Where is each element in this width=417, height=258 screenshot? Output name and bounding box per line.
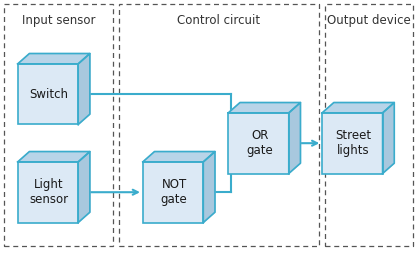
Text: Street
lights: Street lights [335,129,372,157]
Polygon shape [78,152,90,222]
Text: OR
gate: OR gate [246,129,273,157]
Text: Input sensor: Input sensor [22,14,95,27]
Polygon shape [289,102,300,173]
Polygon shape [78,53,90,124]
Polygon shape [143,152,215,162]
Text: Control circuit: Control circuit [177,14,261,27]
FancyBboxPatch shape [229,113,289,173]
FancyBboxPatch shape [322,113,382,173]
Text: Switch: Switch [30,88,69,101]
FancyBboxPatch shape [143,162,203,222]
Polygon shape [322,102,394,113]
Polygon shape [382,102,394,173]
Text: Light
sensor: Light sensor [30,178,69,206]
Polygon shape [229,102,300,113]
FancyBboxPatch shape [18,64,78,124]
Polygon shape [203,152,215,222]
Text: Output device: Output device [327,14,411,27]
Polygon shape [18,152,90,162]
FancyBboxPatch shape [18,162,78,222]
Polygon shape [18,53,90,64]
Text: NOT
gate: NOT gate [161,178,188,206]
